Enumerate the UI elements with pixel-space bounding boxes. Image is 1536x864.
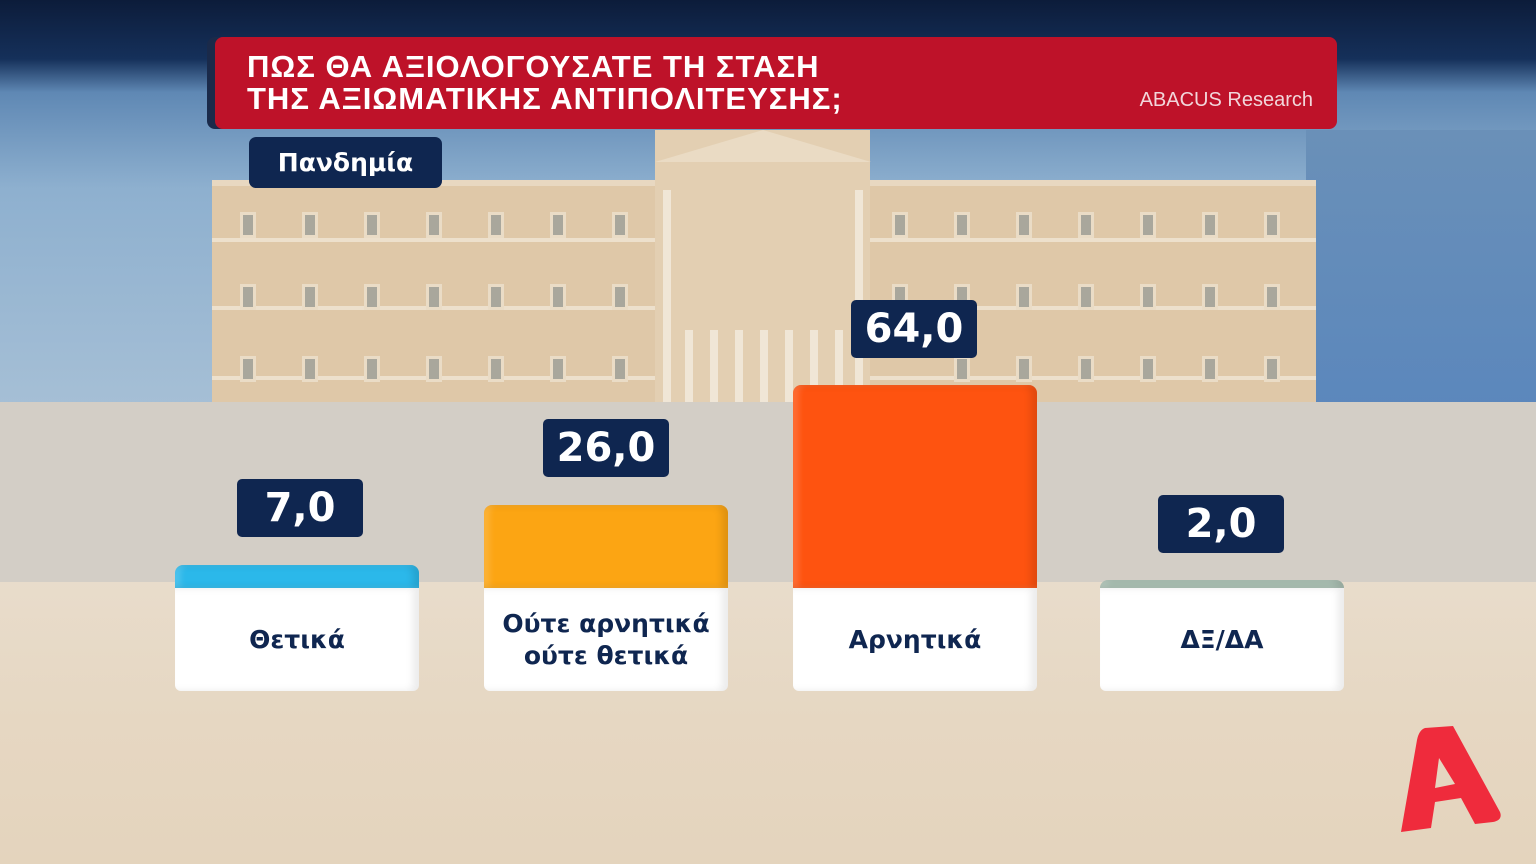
- value-label: 26,0: [543, 419, 669, 477]
- bar-negative: [793, 385, 1037, 588]
- category-label: Ούτε αρνητικά ούτε θετικά: [484, 588, 728, 691]
- category-label: ΔΞ/ΔΑ: [1100, 588, 1344, 691]
- bar-dkna: [1100, 580, 1344, 588]
- source-label: ABACUS Research: [1139, 89, 1313, 111]
- background-wall: [0, 402, 1536, 582]
- value-label: 7,0: [237, 479, 363, 537]
- value-label: 2,0: [1158, 495, 1284, 553]
- chart-title-line2: ΤΗΣ ΑΞΙΩΜΑΤΙΚΗΣ ΑΝΤΙΠΟΛΙΤΕΥΣΗΣ;: [247, 81, 843, 116]
- chart-title-line1: ΠΩΣ ΘΑ ΑΞΙΟΛΟΓΟΥΣΑΤΕ ΤΗ ΣΤΑΣΗ: [247, 49, 820, 84]
- category-label: Θετικά: [175, 588, 419, 691]
- title-banner: ΠΩΣ ΘΑ ΑΞΙΟΛΟΓΟΥΣΑΤΕ ΤΗ ΣΤΑΣΗ ΤΗΣ ΑΞΙΩΜΑ…: [215, 37, 1337, 129]
- parliament-portico: [655, 130, 870, 405]
- background-sky-right: [1306, 130, 1536, 410]
- category-label: Αρνητικά: [793, 588, 1037, 691]
- bar-neutral: [484, 505, 728, 588]
- bar-positive: [175, 565, 419, 588]
- topic-badge: Πανδημία: [249, 137, 442, 188]
- value-label: 64,0: [851, 300, 977, 358]
- alpha-tv-logo-icon: [1401, 726, 1501, 832]
- parliament-pediment: [655, 130, 871, 162]
- chart-title: ΠΩΣ ΘΑ ΑΞΙΟΛΟΓΟΥΣΑΤΕ ΤΗ ΣΤΑΣΗ ΤΗΣ ΑΞΙΩΜΑ…: [247, 51, 843, 115]
